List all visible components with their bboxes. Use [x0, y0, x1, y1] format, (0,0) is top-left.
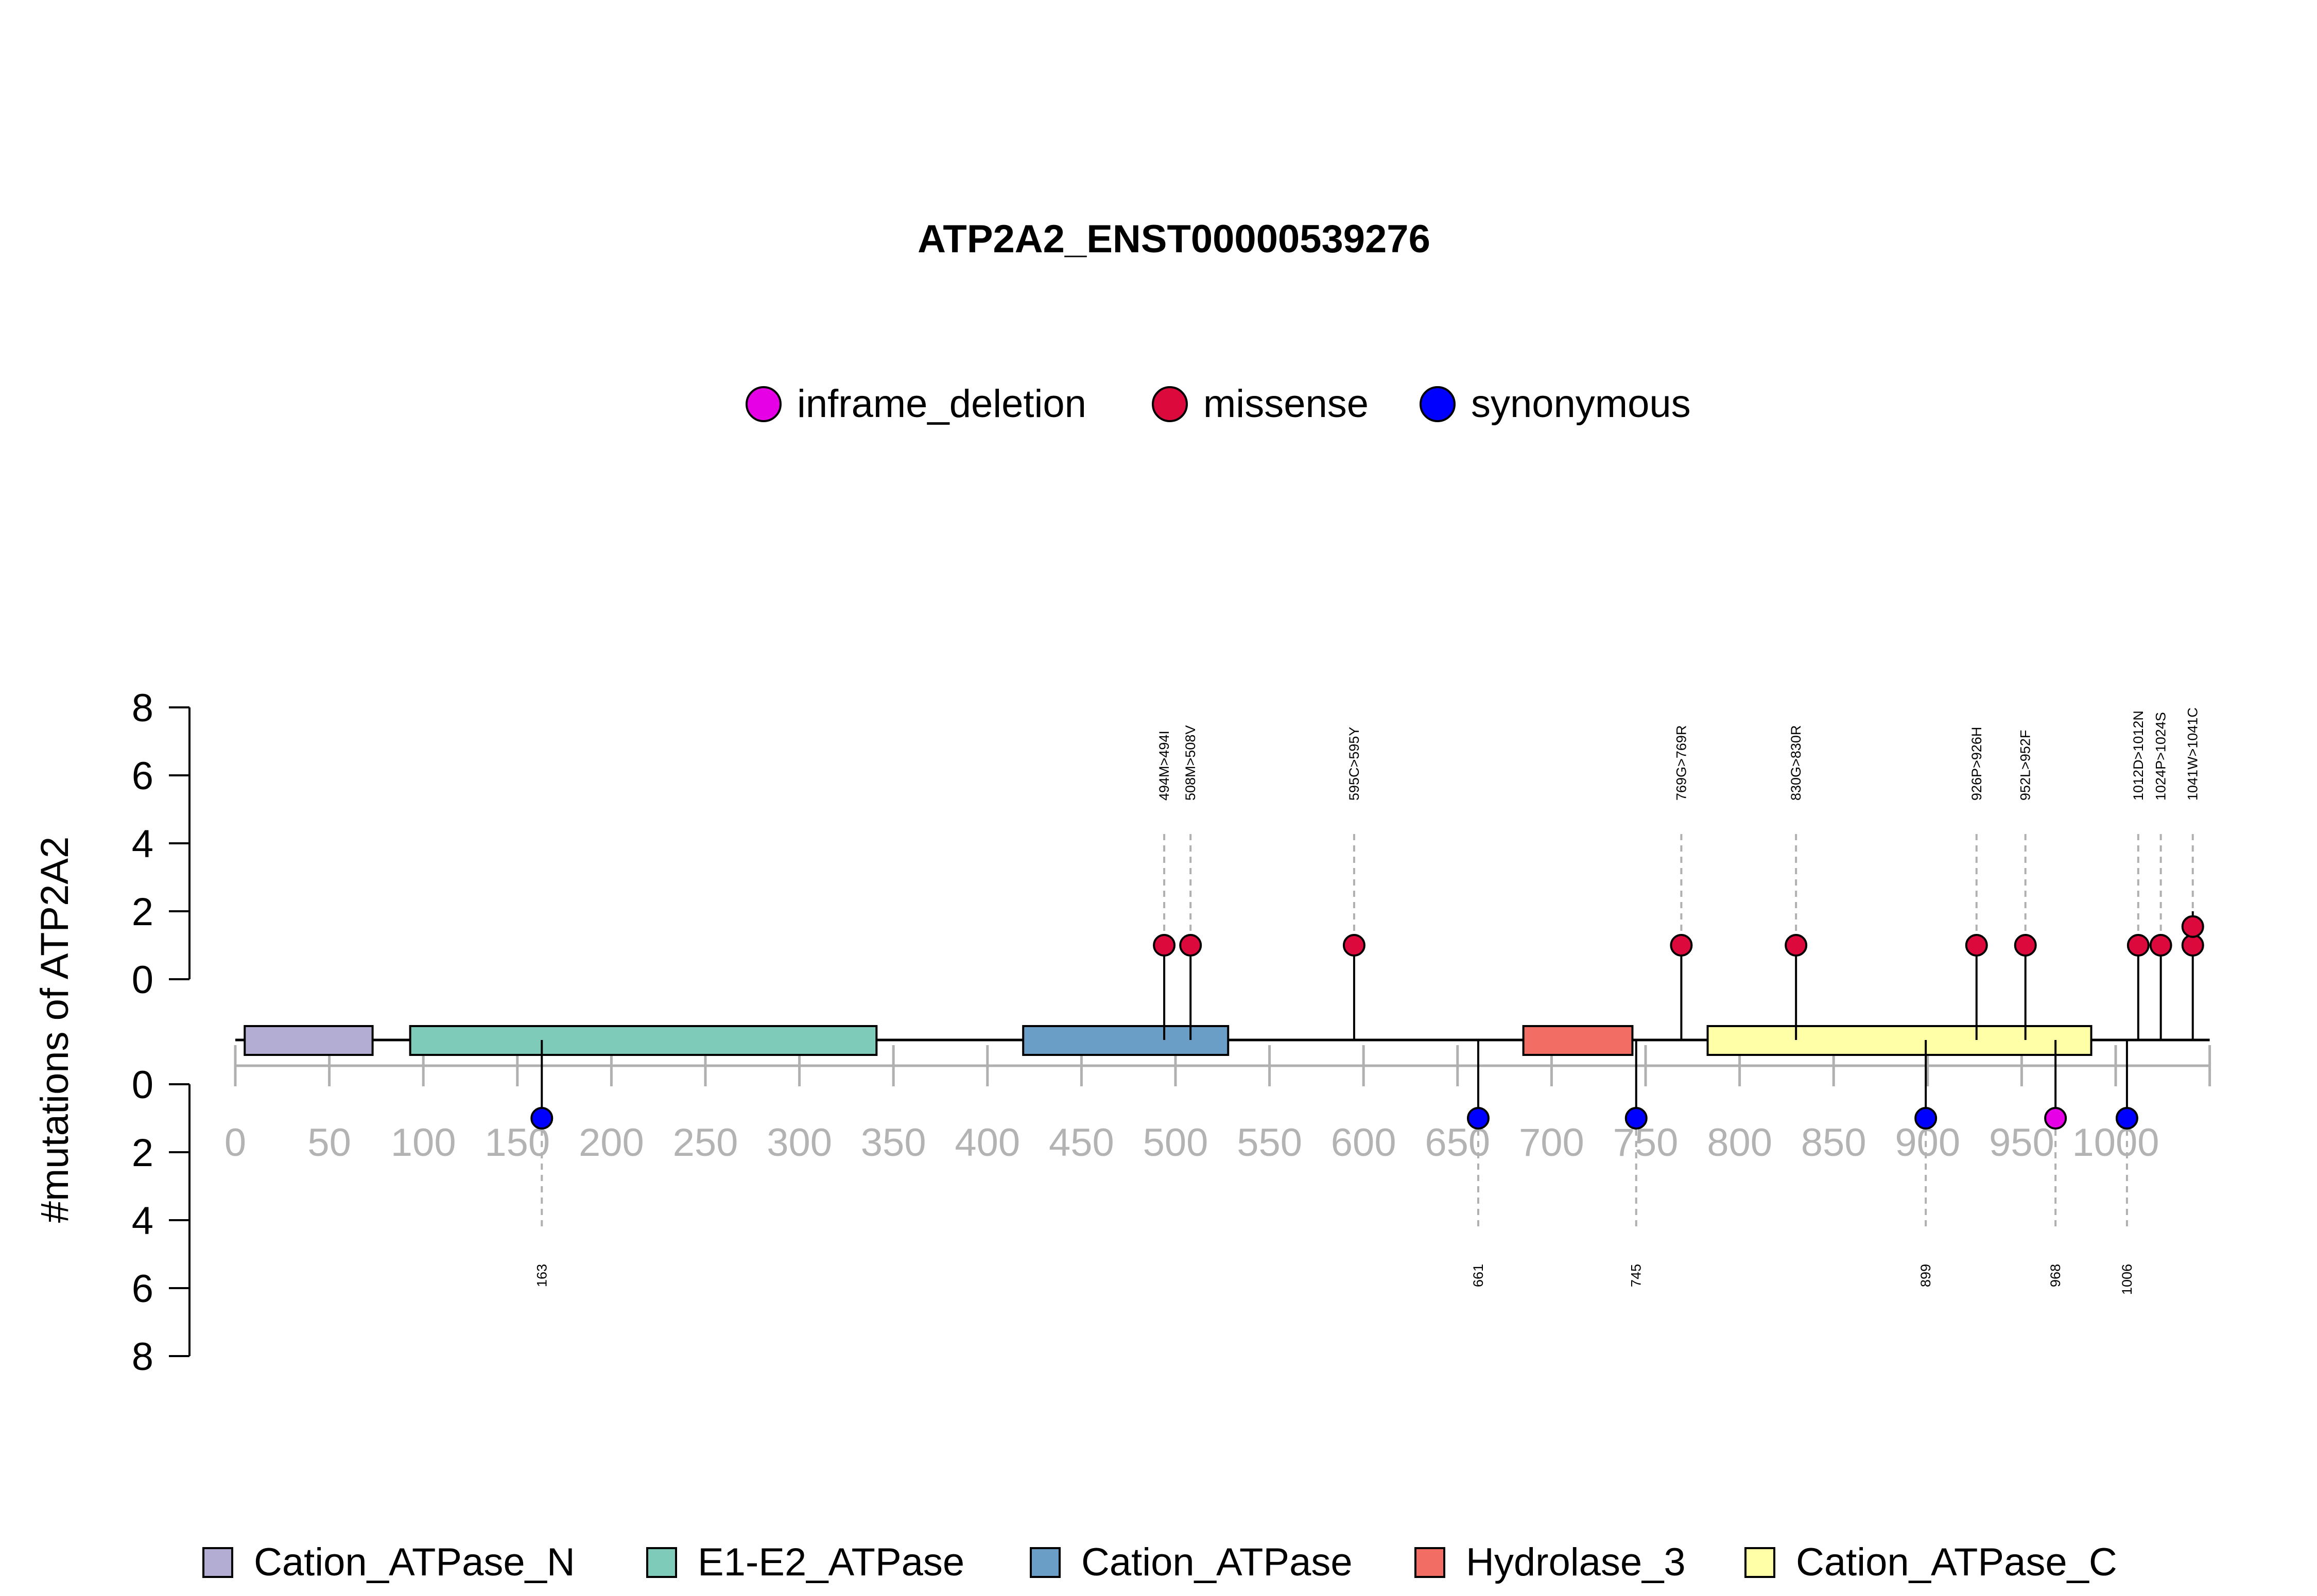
mutation-label: 1041W>1041C	[2185, 707, 2201, 801]
mutation-label: 830G>830R	[1788, 725, 1804, 801]
upper-y-tick-label: 8	[132, 686, 153, 730]
domain-legend-label: Cation_ATPase_N	[254, 1540, 575, 1584]
mutation-point-missense	[1153, 934, 1176, 957]
domain-legend-label: E1-E2_ATPase	[698, 1540, 964, 1584]
mutation-labels: 494M>494I 508M>508V 595C>595Y 769G>769R 830G…	[534, 707, 2200, 1295]
mutation-point-synonymous	[1914, 1107, 1938, 1130]
lower-y-tick-label: 8	[132, 1335, 153, 1379]
x-tick-label: 600	[1331, 1121, 1396, 1165]
protein-domains	[244, 1025, 2093, 1056]
guide-lines	[541, 834, 2194, 1230]
legend-label-synonymous: synonymous	[1471, 382, 1691, 426]
mutation-point-synonymous	[1466, 1107, 1490, 1130]
x-tick-label: 350	[861, 1121, 926, 1165]
x-tick-label: 50	[307, 1121, 351, 1165]
mutation-point-missense	[2181, 934, 2204, 957]
mutation-label: 968	[2048, 1264, 2063, 1287]
mutation-point-missense	[1342, 934, 1365, 957]
mutation-point-synonymous	[1624, 1107, 1648, 1130]
lower-y-tick-label: 2	[132, 1131, 153, 1175]
x-tick-label: 750	[1613, 1121, 1679, 1165]
mutation-point-inframe_deletion	[2044, 1107, 2067, 1130]
mutation-label: 745	[1629, 1264, 1644, 1287]
x-tick-label: 0	[224, 1121, 246, 1165]
mutation-point-missense	[2149, 934, 2172, 957]
mutation-points	[530, 915, 2204, 1130]
domain-legend-swatch	[1744, 1547, 1775, 1578]
mutation-label: 926P>926H	[1969, 727, 1984, 801]
mutation-point-synonymous	[2115, 1107, 2138, 1130]
mutation-label: 494M>494I	[1156, 731, 1172, 801]
domain-legend: Cation_ATPase_N E1-E2_ATPase Cation_ATPase…	[202, 1540, 2117, 1584]
domain-Hydrolase_3	[1522, 1025, 1634, 1056]
y-axis-label: #mutations of ATP2A2	[33, 837, 77, 1223]
legend-label-missense: missense	[1203, 382, 1369, 426]
domain-E1-E2_ATPase	[409, 1025, 878, 1056]
x-tick-label: 500	[1143, 1121, 1208, 1165]
domain-legend-swatch	[646, 1547, 677, 1578]
mutation-label: 899	[1918, 1264, 1933, 1287]
upper-y-tick-label: 4	[132, 822, 153, 866]
mutation-point-synonymous	[530, 1107, 554, 1130]
legend-marker-inframe_deletion	[746, 386, 782, 422]
mutation-point-missense	[2126, 934, 2150, 957]
x-tick-label: 700	[1519, 1121, 1584, 1165]
x-tick-label: 100	[391, 1121, 456, 1165]
lower-y-tick-label: 6	[132, 1267, 153, 1311]
mutation-point-missense	[1785, 934, 1808, 957]
domain-legend-label: Hydrolase_3	[1466, 1540, 1686, 1584]
mutation-point-missense	[1670, 934, 1693, 957]
mutation-label: 163	[534, 1264, 549, 1287]
x-tick-label: 300	[767, 1121, 832, 1165]
mutation-label: 661	[1471, 1264, 1486, 1287]
x-tick-label: 1000	[2072, 1121, 2159, 1165]
upper-y-tick-label: 2	[132, 890, 153, 934]
x-tick-label: 950	[1989, 1121, 2054, 1165]
mutation-label: 1024P>1024S	[2153, 712, 2169, 801]
domain-legend-label: Cation_ATPase	[1081, 1540, 1353, 1584]
x-tick-label: 450	[1049, 1121, 1114, 1165]
mutation-label: 952L>952F	[2018, 730, 2033, 801]
mutation-label: 769G>769R	[1673, 725, 1689, 801]
legend-label-inframe_deletion: inframe_deletion	[797, 382, 1086, 426]
domain-Cation_ATPase_N	[244, 1025, 374, 1056]
x-tick-label: 850	[1801, 1121, 1866, 1165]
legend-marker-synonymous	[1420, 386, 1456, 422]
mutation-label: 508M>508V	[1183, 725, 1198, 801]
upper-y-tick-label: 6	[132, 754, 153, 798]
x-tick-label: 250	[673, 1121, 738, 1165]
mutation-point-missense	[2014, 934, 2037, 957]
domain-legend-swatch	[1030, 1547, 1061, 1578]
mutation-label: 595C>595Y	[1346, 727, 1362, 801]
mutation-point-missense	[1179, 934, 1202, 957]
legend-marker-missense	[1152, 386, 1188, 422]
mutation-label: 1012D>1012N	[2131, 710, 2146, 801]
mutation-label: 1006	[2119, 1264, 2135, 1295]
x-tick-label: 400	[955, 1121, 1020, 1165]
mutation-point-missense	[1965, 934, 1988, 957]
domain-Cation_ATPase_C	[1706, 1025, 2093, 1056]
lower-y-tick-label: 0	[132, 1063, 153, 1107]
domain-legend-swatch	[1414, 1547, 1445, 1578]
chart-title: ATP2A2_ENST00000539276	[918, 217, 1430, 261]
x-tick-label: 800	[1707, 1121, 1772, 1165]
lower-y-tick-label: 4	[132, 1199, 153, 1243]
lollipop-stems	[541, 911, 2194, 1118]
domain-legend-label: Cation_ATPase_C	[1796, 1540, 2117, 1584]
mutation-type-legend: inframe_deletion missense synonymous	[746, 382, 1691, 426]
x-tick-label: 200	[579, 1121, 644, 1165]
domain-legend-swatch	[202, 1547, 233, 1578]
x-tick-label: 550	[1237, 1121, 1302, 1165]
domain-Cation_ATPase	[1022, 1025, 1230, 1056]
mutation-point-missense	[2181, 915, 2204, 938]
upper-y-tick-label: 0	[132, 958, 153, 1002]
